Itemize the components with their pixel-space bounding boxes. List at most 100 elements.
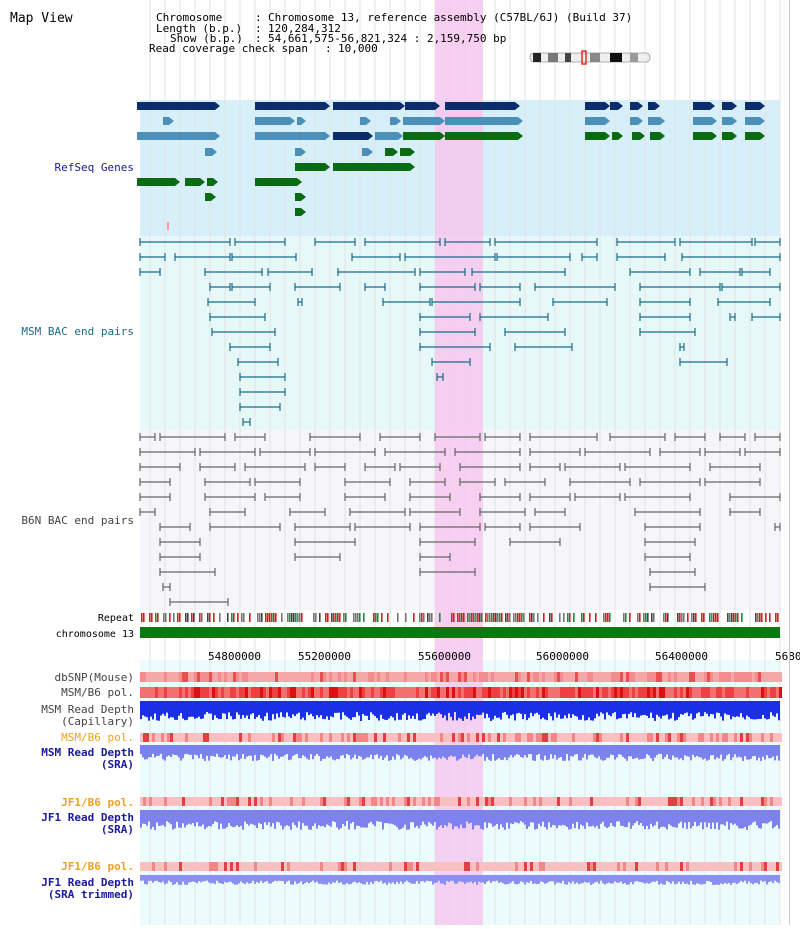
gene-feature [137, 132, 215, 140]
msm-depth-capillary-bar [500, 701, 502, 720]
strand-arrow-icon [325, 132, 330, 140]
jf1-depth-sra-bar [600, 810, 602, 824]
msm-b6-pol-2-heat [344, 733, 347, 742]
strand-arrow-icon [393, 148, 398, 156]
strand-arrow-icon [290, 117, 295, 125]
msm-b6-pol-heat [686, 687, 689, 698]
jf1-b6-pol-2-heat [191, 862, 194, 871]
repeat-feature [523, 613, 525, 622]
repeat-feature [477, 613, 479, 622]
b6n-bac-label[interactable]: B6N BAC end pairs [21, 514, 134, 527]
repeat-feature [427, 613, 429, 622]
chromosome-ideogram[interactable] [529, 50, 651, 65]
jf1-depth-sra-bar [444, 810, 446, 826]
jf1-depth-trim-bar [560, 875, 562, 884]
strand-arrow-icon [732, 132, 737, 140]
dbsnp-heat [476, 672, 479, 682]
jf1-depth-sra-bar [420, 810, 422, 826]
dbsnp-heat [539, 672, 542, 682]
msm-b6-pol-heat [575, 687, 578, 698]
msm-depth-capillary-bar [258, 701, 260, 716]
refseq-genes-track[interactable] [137, 102, 765, 230]
b6n-bac-track[interactable] [139, 433, 781, 606]
msm-b6-pol-heat [221, 687, 224, 698]
jf1-b6-pol-heat [281, 797, 284, 806]
jf1-b6-pol-2-heat [413, 862, 416, 871]
msm-b6-pol-2-heat [776, 733, 779, 742]
jf1-depth-sra-bar [378, 810, 380, 822]
msm-bac-label[interactable]: MSM BAC end pairs [21, 325, 134, 338]
jf1-depth-trim-bar [248, 875, 250, 884]
msm-depth-sra-bar [670, 745, 672, 760]
msm-depth-capillary-bar [724, 701, 726, 714]
jf1-depth-trim-bar [604, 875, 606, 885]
msm-bac-track[interactable] [139, 238, 781, 426]
msm-b6-pol-2-heat [206, 733, 209, 742]
dbsnp-heat [545, 672, 548, 682]
jf1-depth-trim-bar [472, 875, 474, 884]
msm-b6-pol-heat [602, 687, 605, 698]
dbsnp-heat [536, 672, 539, 682]
msm-depth-sra-bar [438, 745, 440, 758]
msm-depth-sra-bar [322, 745, 324, 759]
repeat-feature [187, 613, 189, 622]
jf1-depth-sra-bar [754, 810, 756, 822]
jf1-b6-pol-heat [260, 797, 263, 806]
refseq-label[interactable]: RefSeq Genes [55, 161, 134, 174]
dbsnp-heat [464, 672, 467, 682]
strand-arrow-icon [518, 117, 523, 125]
msm-depth-capillary-bar [222, 701, 224, 714]
jf1-b6-pol-heat [170, 797, 173, 806]
jf1-depth-sra-bar [670, 810, 672, 826]
dbsnp-heat [635, 672, 638, 682]
msm-depth-capillary-bar [288, 701, 290, 717]
msm-depth-sra-bar [546, 745, 548, 761]
jf1-depth-sra-bar [400, 810, 402, 829]
jf1-depth-trim-bar [704, 875, 706, 884]
msm-depth-sra-bar [176, 745, 178, 756]
dbsnp-heat [173, 672, 176, 682]
msm-depth-capillary-bar [690, 701, 692, 714]
highlight-region[interactable] [435, 0, 483, 925]
msm-depth-sra-bar [206, 745, 208, 756]
jf1-depth-sra-bar [716, 810, 718, 823]
msm-depth-capillary-bar [608, 701, 610, 715]
jf1-depth-sra-bar [680, 810, 682, 822]
jf1-depth-trim-bar [312, 875, 314, 881]
msm-depth-capillary-bar [456, 701, 458, 721]
jf1-depth-sra-bar [320, 810, 322, 827]
msm-depth-sra-bar [230, 745, 232, 761]
repeat-track[interactable] [141, 613, 779, 622]
jf1-depth-sra-bar [504, 810, 506, 830]
jf1-depth-sra-bar [354, 810, 356, 830]
msm-b6-pol-2-heat [779, 733, 782, 742]
jf1-b6-pol-2-heat [590, 862, 593, 871]
chromosome-bar[interactable] [140, 627, 780, 638]
msm-depth-sra-bar [638, 745, 640, 760]
jf1-depth-trim-bar [432, 875, 434, 885]
coverage-tracks[interactable] [140, 672, 782, 885]
msm-b6-pol-2-heat [500, 733, 503, 742]
strand-arrow-icon [301, 117, 306, 125]
dbsnp-heat [290, 672, 293, 682]
dbsnp-heat [206, 672, 209, 682]
dbsnp-heat [512, 672, 515, 682]
msm-depth-capillary-bar [178, 701, 180, 716]
msm-depth-sra-bar [700, 745, 702, 758]
msm-depth-capillary-bar [322, 701, 324, 719]
jf1-depth-trim-bar [682, 875, 684, 882]
dbsnp-heat [353, 672, 356, 682]
msm-depth-sra-bar [706, 745, 708, 761]
msm-depth-sra-bar [268, 745, 270, 757]
jf1-depth-trim-bar [162, 875, 164, 882]
msm-depth-capillary-bar [488, 701, 490, 718]
jf1-depth-trim-bar [470, 875, 472, 882]
msm-depth-capillary-bar [444, 701, 446, 716]
jf1-depth-sra-bar [768, 810, 770, 823]
jf1-b6-pol-heat [155, 797, 158, 806]
jf1-depth-trim-bar [424, 875, 426, 883]
gene-feature [362, 148, 368, 156]
msm-b6-pol-2-heat [233, 733, 236, 742]
msm-depth-capillary-bar [480, 701, 482, 715]
